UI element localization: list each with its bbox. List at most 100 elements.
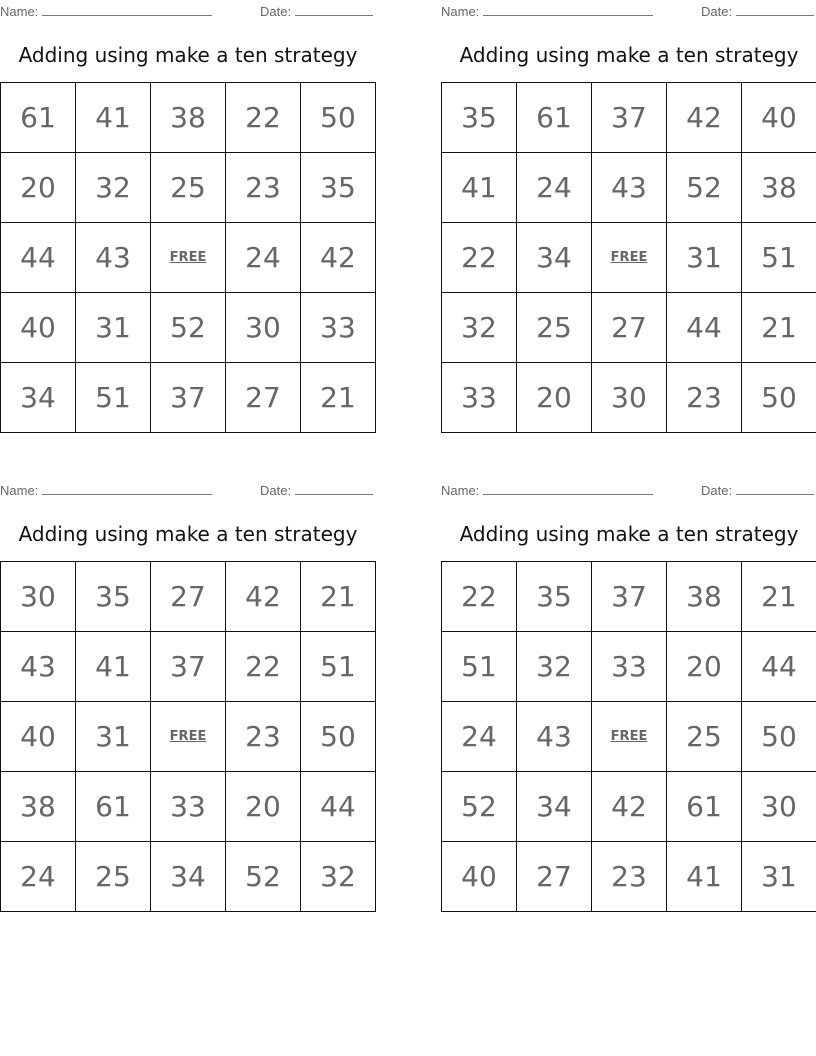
date-line <box>295 3 374 16</box>
number-cell: 32 <box>300 841 376 912</box>
number-cell: 21 <box>741 292 816 363</box>
number-cell: 25 <box>516 292 592 363</box>
number-cell: 24 <box>516 152 592 223</box>
number-cell: 34 <box>516 222 592 293</box>
number-cell: 23 <box>591 841 667 912</box>
name-label: Name: <box>441 483 480 498</box>
name-label: Name: <box>0 4 39 19</box>
number-cell: 38 <box>150 82 226 153</box>
name-label: Name: <box>0 483 39 498</box>
number-cell: 43 <box>591 152 667 223</box>
number-cell: 44 <box>0 222 76 293</box>
number-cell: 21 <box>300 362 376 433</box>
number-cell: 20 <box>225 771 301 842</box>
date-line <box>736 3 815 16</box>
grid-row: 22 35 37 38 21 <box>441 561 816 632</box>
number-cell: 32 <box>441 292 517 363</box>
number-cell: 35 <box>441 82 517 153</box>
number-cell: 30 <box>591 362 667 433</box>
number-cell: 23 <box>225 152 301 223</box>
number-cell: 22 <box>441 561 517 632</box>
grid-row: 32 25 27 44 21 <box>441 292 816 363</box>
grid-row: 40 31 FREE 23 50 <box>0 701 376 772</box>
number-cell: 52 <box>150 292 226 363</box>
grid-row: 33 20 30 23 50 <box>441 362 816 433</box>
number-cell: 41 <box>666 841 742 912</box>
name-field: Name: <box>441 482 654 498</box>
number-cell: 50 <box>741 362 816 433</box>
free-cell: FREE <box>150 701 226 772</box>
card-title: Adding using make a ten strategy <box>18 43 358 67</box>
number-cell: 42 <box>591 771 667 842</box>
grid-row: 52 34 42 61 30 <box>441 771 816 842</box>
date-line <box>736 482 815 495</box>
number-cell: 52 <box>666 152 742 223</box>
number-cell: 24 <box>225 222 301 293</box>
number-cell: 34 <box>516 771 592 842</box>
grid-row: 24 25 34 52 32 <box>0 841 376 912</box>
number-cell: 52 <box>225 841 301 912</box>
card-header: Name: Date: <box>441 479 816 499</box>
name-field: Name: <box>0 3 213 19</box>
number-cell: 40 <box>0 292 76 363</box>
name-field: Name: <box>441 3 654 19</box>
grid-row: 40 31 52 30 33 <box>0 292 376 363</box>
number-cell: 34 <box>150 841 226 912</box>
number-cell: 50 <box>300 82 376 153</box>
number-cell: 42 <box>225 561 301 632</box>
number-cell: 37 <box>150 362 226 433</box>
number-cell: 41 <box>75 631 151 702</box>
name-line <box>483 482 654 495</box>
number-cell: 43 <box>75 222 151 293</box>
number-cell: 27 <box>150 561 226 632</box>
number-cell: 33 <box>441 362 517 433</box>
grid-row: 61 41 38 22 50 <box>0 82 376 153</box>
number-cell: 33 <box>300 292 376 363</box>
card-title: Adding using make a ten strategy <box>18 522 358 546</box>
number-cell: 35 <box>516 561 592 632</box>
date-field: Date: <box>701 482 815 498</box>
number-cell: 51 <box>441 631 517 702</box>
number-cell: 20 <box>516 362 592 433</box>
free-cell: FREE <box>591 222 667 293</box>
number-cell: 25 <box>150 152 226 223</box>
name-line <box>42 482 213 495</box>
number-cell: 38 <box>741 152 816 223</box>
date-label: Date: <box>260 4 292 19</box>
number-cell: 21 <box>741 561 816 632</box>
number-cell: 20 <box>0 152 76 223</box>
number-cell: 42 <box>666 82 742 153</box>
number-cell: 22 <box>225 631 301 702</box>
number-cell: 35 <box>300 152 376 223</box>
number-cell: 30 <box>0 561 76 632</box>
number-cell: 41 <box>441 152 517 223</box>
number-cell: 20 <box>666 631 742 702</box>
free-cell: FREE <box>150 222 226 293</box>
number-cell: 27 <box>516 841 592 912</box>
number-cell: 37 <box>591 561 667 632</box>
date-field: Date: <box>701 3 815 19</box>
number-cell: 37 <box>591 82 667 153</box>
date-field: Date: <box>260 3 374 19</box>
number-cell: 40 <box>441 841 517 912</box>
number-cell: 30 <box>741 771 816 842</box>
date-label: Date: <box>701 4 733 19</box>
grid-row: 43 41 37 22 51 <box>0 631 376 702</box>
number-cell: 27 <box>591 292 667 363</box>
grid-row: 22 34 FREE 31 51 <box>441 222 816 293</box>
number-cell: 35 <box>75 561 151 632</box>
grid-row: 44 43 FREE 24 42 <box>0 222 376 293</box>
number-cell: 37 <box>150 631 226 702</box>
number-cell: 23 <box>225 701 301 772</box>
number-cell: 51 <box>300 631 376 702</box>
card-title: Adding using make a ten strategy <box>459 522 799 546</box>
number-cell: 44 <box>666 292 742 363</box>
number-cell: 22 <box>225 82 301 153</box>
grid-row: 35 61 37 42 40 <box>441 82 816 153</box>
card-header: Name: Date: <box>441 0 816 20</box>
number-cell: 41 <box>75 82 151 153</box>
free-cell: FREE <box>591 701 667 772</box>
grid-row: 20 32 25 23 35 <box>0 152 376 223</box>
number-cell: 50 <box>300 701 376 772</box>
number-cell: 52 <box>441 771 517 842</box>
